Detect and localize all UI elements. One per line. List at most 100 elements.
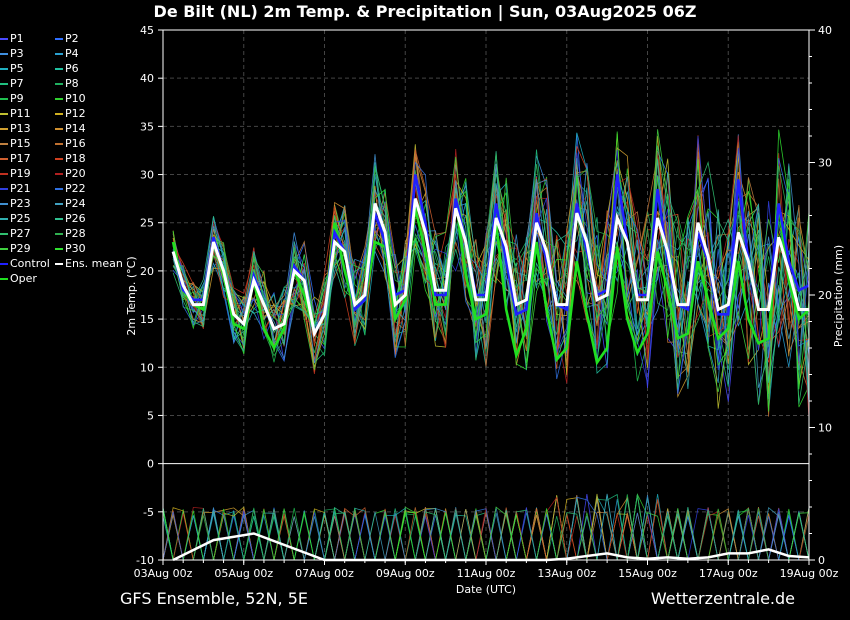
legend-swatch <box>0 83 8 85</box>
source-credit: Wetterzentrale.de <box>650 589 795 608</box>
legend-item: Control <box>0 257 50 271</box>
legend-swatch <box>55 173 63 175</box>
x-tick-label: 11Aug 00z <box>457 567 516 580</box>
legend-swatch <box>0 218 8 220</box>
legend-item: P8 <box>55 77 79 91</box>
y-tick-label: 0 <box>147 458 154 471</box>
y-axis-label-left: 2m Temp. (°C) <box>125 256 138 335</box>
legend-item: P11 <box>0 107 31 121</box>
legend-label: P14 <box>65 122 86 135</box>
x-tick-label: 17Aug 00z <box>699 567 758 580</box>
legend-item: P2 <box>55 32 79 46</box>
legend-label: P18 <box>65 152 86 165</box>
legend-swatch <box>0 68 8 70</box>
legend-swatch <box>55 113 63 115</box>
legend-label: P16 <box>65 137 86 150</box>
y-tick-label: 20 <box>140 265 154 278</box>
y-tick-label: 40 <box>140 72 154 85</box>
legend-label: P25 <box>10 212 31 225</box>
legend-item: P13 <box>0 122 31 136</box>
legend-item: P10 <box>55 92 86 106</box>
legend-item: P1 <box>0 32 24 46</box>
legend-label: P9 <box>10 92 24 105</box>
legend-label: P26 <box>65 212 86 225</box>
y-right-tick-label: 30 <box>818 157 832 170</box>
legend-item: P24 <box>55 197 86 211</box>
legend-label: P24 <box>65 197 86 210</box>
legend-item: Oper <box>0 272 37 286</box>
plot-frame <box>162 29 810 561</box>
legend-item: P15 <box>0 137 31 151</box>
legend-swatch <box>0 188 8 190</box>
y-tick-label: 30 <box>140 169 154 182</box>
legend-label: P6 <box>65 62 79 75</box>
legend-swatch <box>0 128 8 130</box>
legend-swatch <box>0 53 8 55</box>
x-axis-label: Date (UTC) <box>456 583 516 596</box>
y-right-tick-label: 40 <box>818 24 832 37</box>
legend-item: P7 <box>0 77 24 91</box>
y-tick-label: 35 <box>140 120 154 133</box>
legend-swatch <box>55 98 63 100</box>
y-tick-label: -5 <box>143 506 154 519</box>
legend-swatch <box>0 158 8 160</box>
legend-item: P21 <box>0 182 31 196</box>
legend-swatch <box>55 188 63 190</box>
x-tick-label: 05Aug 00z <box>214 567 273 580</box>
series-lines <box>171 174 810 562</box>
legend-swatch <box>0 248 8 250</box>
legend-label: P7 <box>10 77 24 90</box>
legend-item: P18 <box>55 152 86 166</box>
legend-item: P12 <box>55 107 86 121</box>
legend-label: P4 <box>65 47 79 60</box>
legend-item: Ens. mean <box>55 257 123 271</box>
legend-swatch <box>0 278 8 280</box>
legend-item: P22 <box>55 182 86 196</box>
legend-swatch <box>55 248 63 250</box>
legend-label: P1 <box>10 32 24 45</box>
legend-label: P3 <box>10 47 24 60</box>
legend-swatch <box>55 203 63 205</box>
legend-label: Oper <box>10 272 37 285</box>
y-right-tick-label: 10 <box>818 422 832 435</box>
legend-item: P30 <box>55 242 86 256</box>
model-info: GFS Ensemble, 52N, 5E <box>120 589 308 608</box>
legend-item: P29 <box>0 242 31 256</box>
legend-swatch <box>55 233 63 235</box>
legend-item: P19 <box>0 167 31 181</box>
legend-swatch <box>0 38 8 40</box>
legend-label: P30 <box>65 242 86 255</box>
legend-label: P19 <box>10 167 31 180</box>
x-tick-label: 15Aug 00z <box>618 567 677 580</box>
legend-swatch <box>0 173 8 175</box>
legend-swatch <box>0 263 8 265</box>
legend-label: P11 <box>10 107 31 120</box>
legend-swatch <box>55 68 63 70</box>
legend-label: P2 <box>65 32 79 45</box>
legend-swatch <box>0 203 8 205</box>
legend-swatch <box>55 53 63 55</box>
legend-swatch <box>55 143 63 145</box>
x-tick-label: 19Aug 00z <box>780 567 839 580</box>
y-tick-label: 10 <box>140 361 154 374</box>
legend-item: P6 <box>55 62 79 76</box>
legend-item: P4 <box>55 47 79 61</box>
legend-label: Control <box>10 257 50 270</box>
ensemble-member-line <box>173 153 810 405</box>
y-tick-label: 25 <box>140 217 154 230</box>
legend-swatch <box>0 143 8 145</box>
legend-item: P16 <box>55 137 86 151</box>
legend-item: P27 <box>0 227 31 241</box>
series-line-ens-mean <box>171 198 809 338</box>
legend-label: P21 <box>10 182 31 195</box>
legend-item: P9 <box>0 92 24 106</box>
legend-item: P26 <box>55 212 86 226</box>
axes: 45 40 35 30 25 20 15 10 5 0 -5 -10 40 30 20 10 0 03Aug 00… <box>134 24 839 580</box>
legend-label: P10 <box>65 92 86 105</box>
legend-swatch <box>0 98 8 100</box>
x-tick-label: 03Aug 00z <box>134 567 193 580</box>
legend-swatch <box>0 233 8 235</box>
legend-swatch <box>55 158 63 160</box>
legend-swatch <box>55 263 63 265</box>
